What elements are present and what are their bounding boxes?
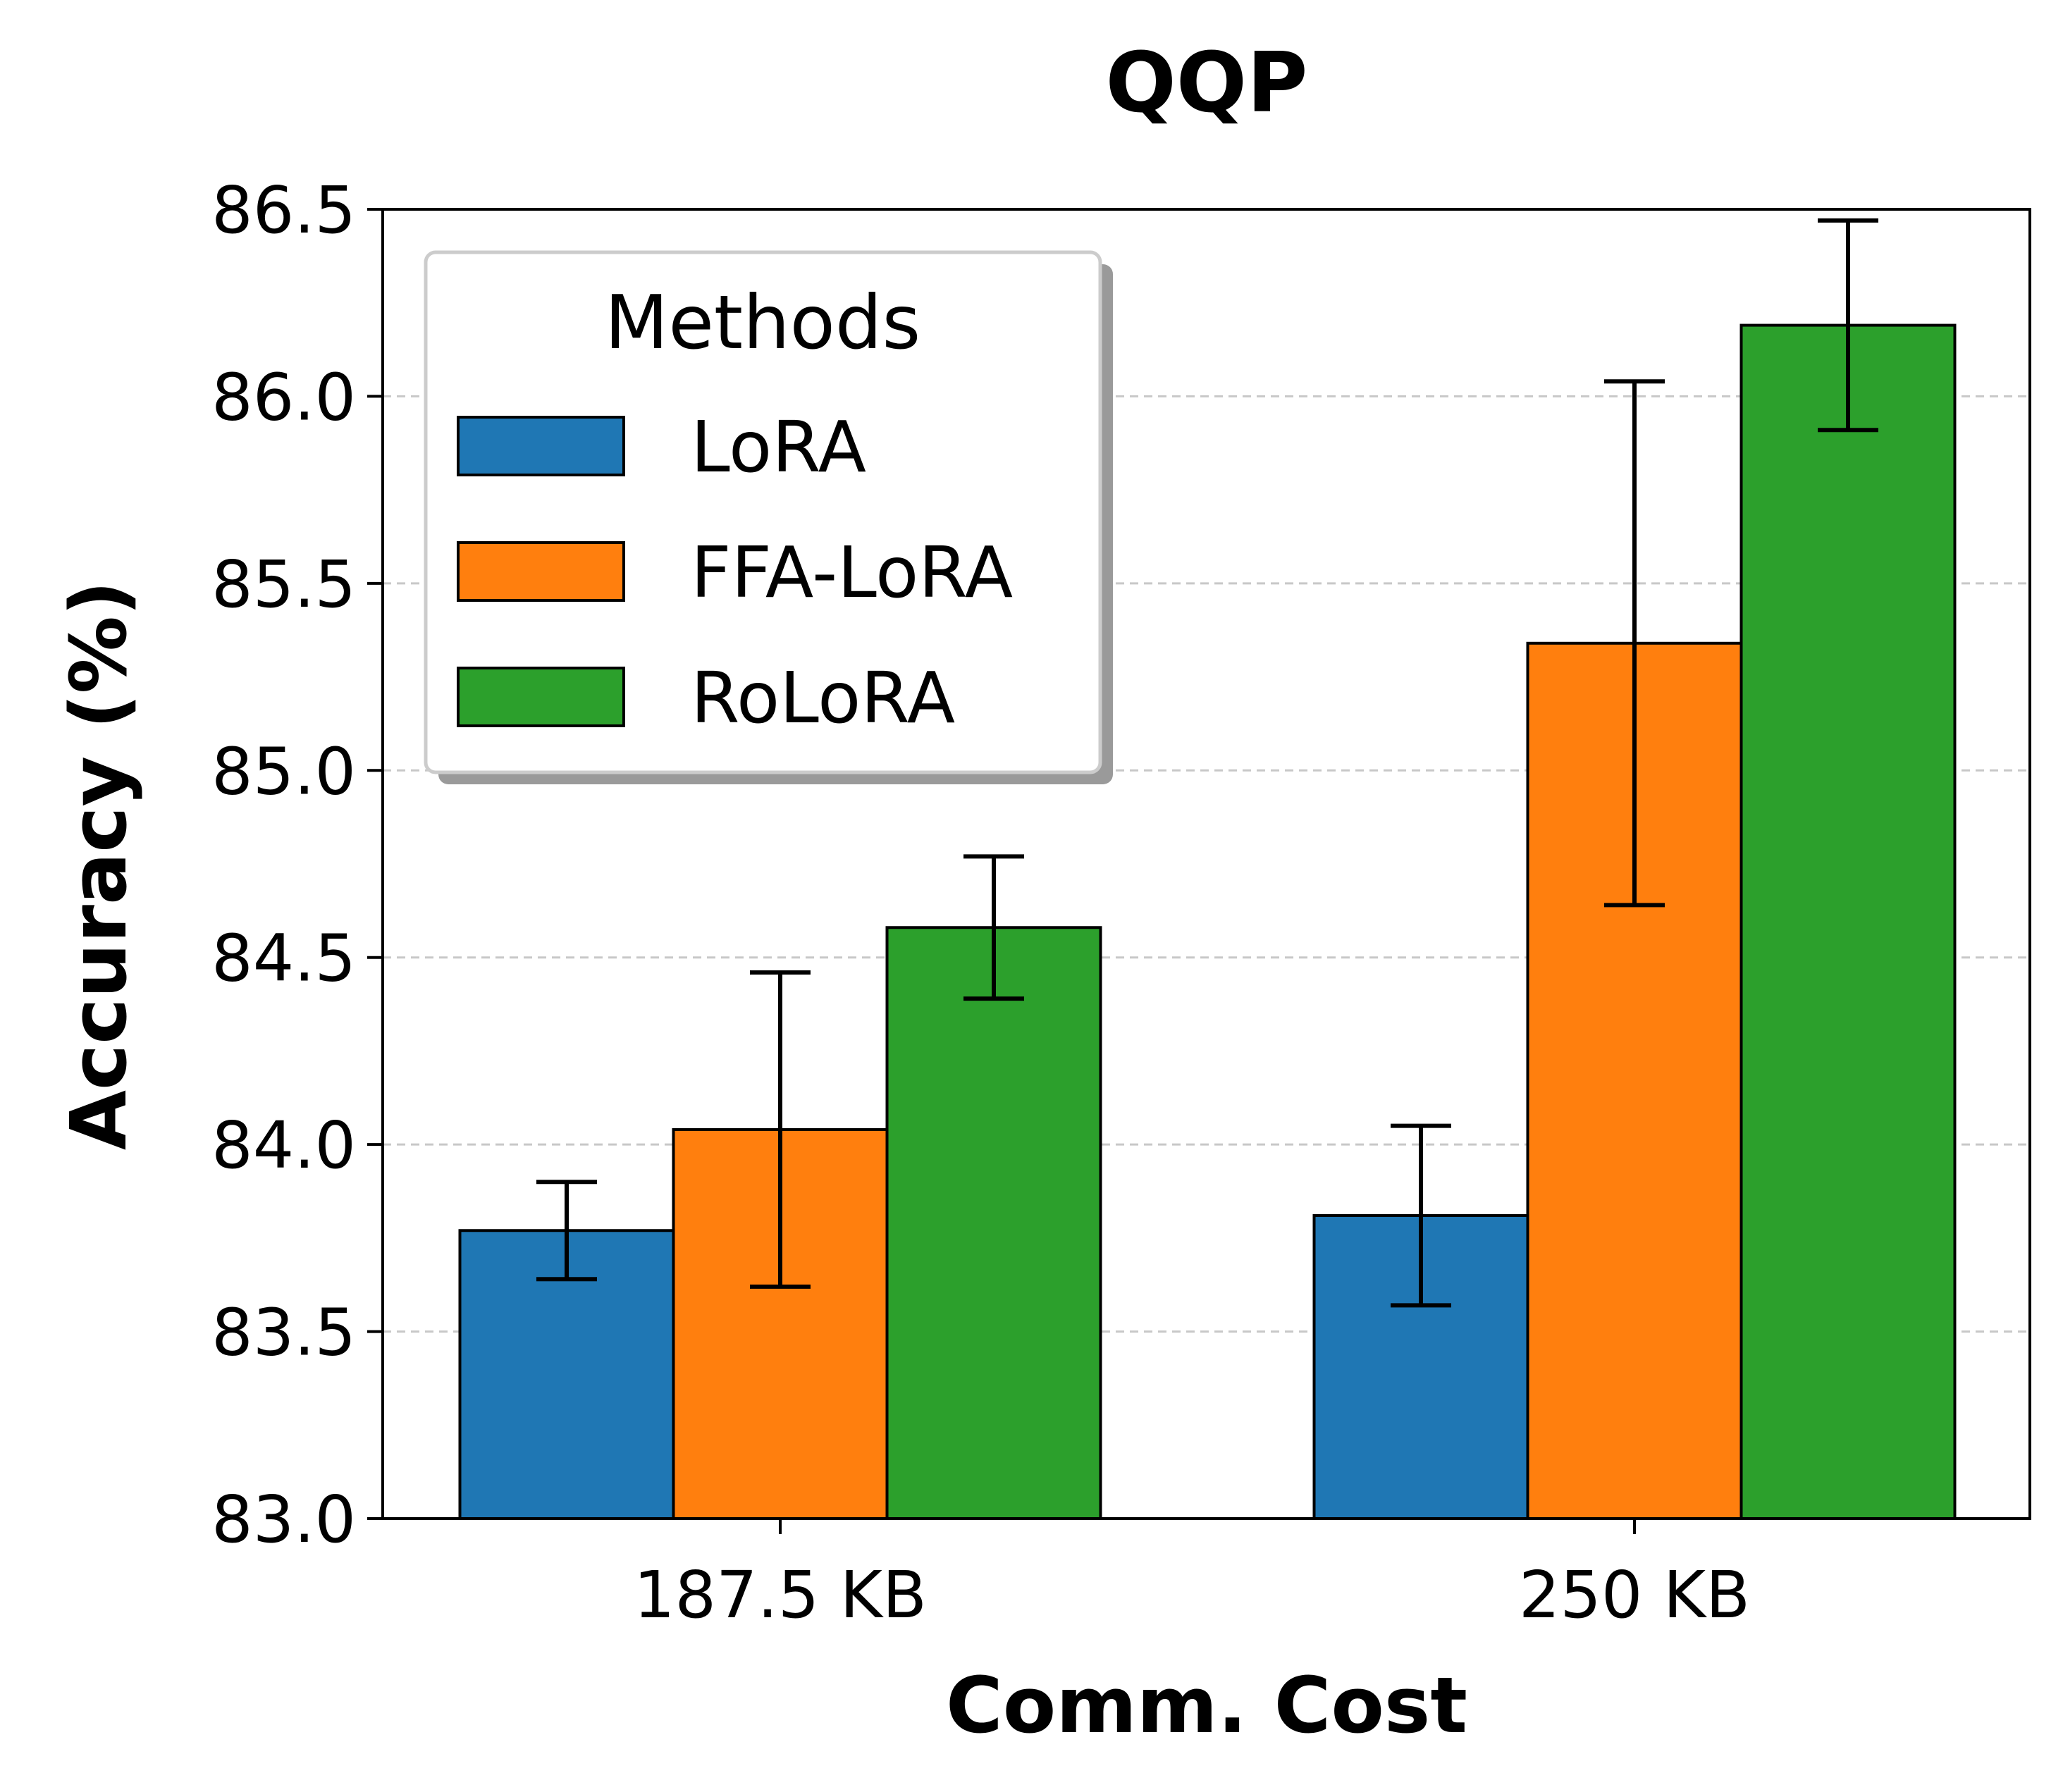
legend-swatch xyxy=(457,541,625,602)
legend-swatch xyxy=(457,667,625,727)
error-bar-ffa-lora xyxy=(1604,379,1665,908)
error-bar-rolora xyxy=(1818,218,1878,433)
x-tick-label: 250 KB xyxy=(1519,1557,1750,1633)
y-tick-label: 85.5 xyxy=(211,547,356,622)
y-tick-label: 85.0 xyxy=(211,734,356,809)
legend-item-lora: LoRA xyxy=(457,406,866,488)
y-tick-label: 86.0 xyxy=(211,359,356,435)
legend-item-rolora: RoLoRA xyxy=(457,657,955,739)
legend-label: LoRA xyxy=(691,406,866,488)
y-tick-label: 83.0 xyxy=(211,1482,356,1557)
error-bar-ffa-lora xyxy=(750,970,811,1289)
x-tick-label: 187.5 KB xyxy=(634,1557,927,1633)
x-axis: 187.5 KB 250 KB xyxy=(634,1519,1750,1633)
bar-rolora xyxy=(1739,323,1957,1521)
y-axis: 83.0 83.5 84.0 84.5 85.0 85.5 86.0 86.5 xyxy=(211,173,383,1557)
error-bar-lora xyxy=(1391,1123,1451,1308)
legend-items: LoRA FFA-LoRA RoLoRA xyxy=(457,406,1013,739)
y-tick-label: 84.5 xyxy=(211,921,356,996)
plot-frame xyxy=(381,208,2031,1520)
y-tick-label: 84.0 xyxy=(211,1108,356,1183)
legend-label: RoLoRA xyxy=(691,657,955,739)
error-bar-lora xyxy=(536,1180,597,1282)
legend-swatch xyxy=(457,416,625,476)
error-bars xyxy=(536,218,1878,1308)
y-tick-label: 83.5 xyxy=(211,1295,356,1371)
y-axis-label: Accuracy (%) xyxy=(54,581,144,1150)
bar-rolora xyxy=(885,926,1102,1520)
chart-title: QQP xyxy=(1105,34,1307,131)
legend-label: FFA-LoRA xyxy=(691,531,1013,614)
legend-box xyxy=(424,250,1102,774)
legend: Methods LoRA FFA-LoRA RoLoRA xyxy=(424,250,1113,784)
y-tick-label: 86.5 xyxy=(211,173,356,248)
legend-item-ffa-lora: FFA-LoRA xyxy=(457,531,1013,614)
legend-title: Methods xyxy=(605,280,921,366)
error-bar-rolora xyxy=(963,854,1024,1001)
x-axis-label: Comm. Cost xyxy=(946,1660,1467,1750)
